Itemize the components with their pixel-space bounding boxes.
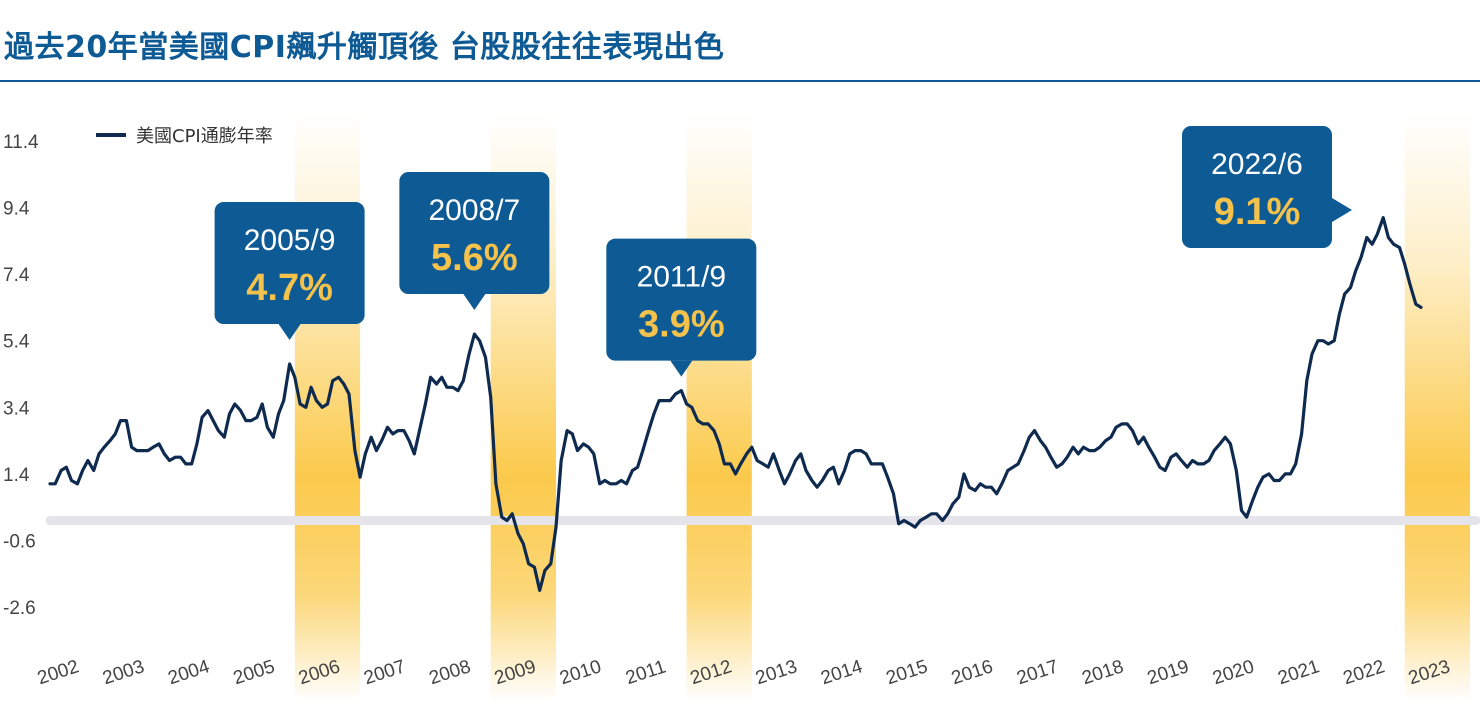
callout-3: 2022/6 9.1% bbox=[1182, 126, 1352, 248]
x-tick-label: 2014 bbox=[818, 656, 865, 689]
x-tick-label: 2021 bbox=[1275, 656, 1322, 689]
callout-0: 2005/9 4.7% bbox=[214, 202, 365, 341]
callout-pointer bbox=[670, 360, 693, 377]
callout-date: 2005/9 bbox=[244, 224, 336, 257]
y-tick-label: 9.4 bbox=[3, 199, 30, 220]
callout-value: 3.9% bbox=[638, 304, 725, 346]
callout-pointer bbox=[463, 294, 486, 311]
series-line-0 bbox=[48, 216, 1423, 593]
highlight-band-3 bbox=[1404, 112, 1470, 702]
callout-pointer bbox=[1332, 198, 1352, 222]
x-tick-label: 2013 bbox=[753, 656, 800, 689]
x-tick-label: 2005 bbox=[231, 656, 278, 689]
x-tick-label: 2016 bbox=[949, 656, 996, 689]
x-tick-label: 2017 bbox=[1014, 656, 1061, 689]
y-tick-label: -0.6 bbox=[3, 531, 36, 552]
y-tick-label: 11.4 bbox=[3, 132, 39, 153]
x-tick-label: 2003 bbox=[100, 656, 147, 689]
annotation-callouts: 2005/9 4.7% 2008/7 5.6% 2011/9 3.9% 2022/6 9.1% bbox=[214, 126, 1352, 377]
callout-pointer bbox=[278, 324, 301, 341]
callout-value: 9.1% bbox=[1214, 191, 1301, 233]
series-layer bbox=[48, 216, 1423, 593]
callout-value: 4.7% bbox=[246, 267, 333, 309]
x-tick-label: 2015 bbox=[884, 656, 931, 689]
y-axis: 11.4 9.4 7.4 5.4 3.4 1.4 -0.6 -2.6 bbox=[3, 132, 39, 619]
callout-date: 2008/7 bbox=[428, 194, 520, 227]
x-tick-label: 2008 bbox=[427, 656, 474, 689]
chart-title: 過去20年當美國CPI飆升觸頂後 台股股往往表現出色 bbox=[4, 30, 725, 65]
x-tick-label: 2004 bbox=[166, 656, 213, 689]
x-tick-label: 2022 bbox=[1341, 656, 1388, 689]
y-tick-label: 1.4 bbox=[3, 465, 30, 486]
callout-box bbox=[1182, 126, 1332, 248]
callout-1: 2008/7 5.6% bbox=[399, 172, 550, 311]
y-tick-label: 3.4 bbox=[3, 398, 30, 419]
x-tick-label: 2002 bbox=[35, 656, 82, 689]
callout-2: 2011/9 3.9% bbox=[606, 238, 757, 377]
callout-box bbox=[214, 202, 365, 325]
x-tick-label: 2020 bbox=[1210, 656, 1257, 689]
callout-date: 2011/9 bbox=[637, 261, 727, 294]
legend: 美國CPI通膨年率 bbox=[96, 126, 273, 147]
callout-box bbox=[606, 238, 757, 361]
x-tick-label: 2011 bbox=[623, 656, 668, 689]
x-tick-label: 2019 bbox=[1145, 656, 1192, 689]
x-tick-label: 2010 bbox=[557, 656, 604, 689]
callout-date: 2022/6 bbox=[1211, 148, 1303, 181]
callout-value: 5.6% bbox=[431, 237, 518, 279]
highlight-band-2 bbox=[686, 112, 752, 702]
y-tick-label: 7.4 bbox=[3, 265, 30, 286]
y-tick-label: -2.6 bbox=[3, 598, 36, 619]
y-tick-label: 5.4 bbox=[3, 332, 30, 353]
legend-label: 美國CPI通膨年率 bbox=[136, 126, 273, 147]
callout-box bbox=[399, 172, 550, 295]
title-divider bbox=[0, 80, 1480, 82]
x-tick-label: 2007 bbox=[361, 656, 408, 689]
x-tick-label: 2018 bbox=[1080, 656, 1127, 689]
